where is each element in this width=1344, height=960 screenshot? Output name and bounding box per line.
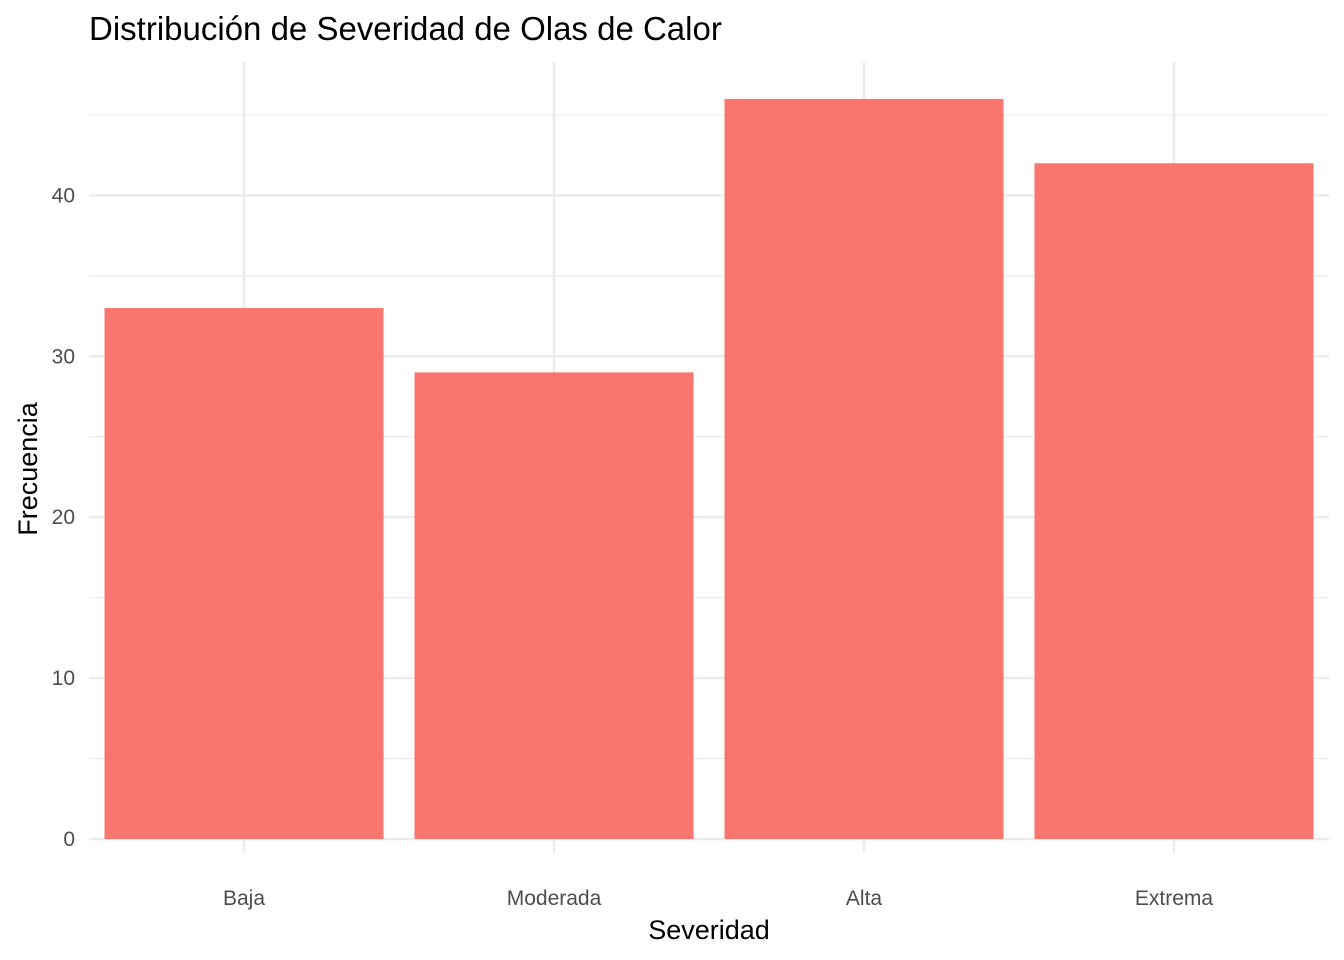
bar-moderada [414, 372, 694, 839]
y-tick-label: 40 [52, 184, 75, 207]
bar-baja [104, 308, 384, 839]
bar-alta [724, 98, 1004, 840]
bar-extrema [1034, 163, 1314, 840]
y-axis-tick-labels: 0 10 20 30 40 [52, 184, 75, 851]
x-axis-title: Severidad [648, 915, 770, 945]
x-tick-label: Moderada [507, 887, 602, 910]
x-tick-label: Baja [223, 887, 265, 910]
x-tick-label: Extrema [1135, 887, 1214, 910]
x-axis-tick-labels: Baja Moderada Alta Extrema [223, 887, 1213, 910]
y-tick-label: 0 [63, 828, 75, 851]
bars [104, 98, 1314, 840]
y-tick-label: 10 [52, 667, 75, 690]
y-tick-label: 20 [52, 506, 75, 529]
y-axis-title: Frecuencia [13, 401, 43, 536]
chart-title: Distribución de Severidad de Olas de Cal… [89, 10, 722, 47]
x-tick-label: Alta [846, 887, 883, 910]
y-tick-label: 30 [52, 345, 75, 368]
